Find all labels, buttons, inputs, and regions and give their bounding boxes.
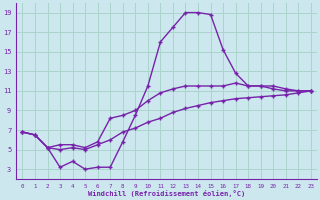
X-axis label: Windchill (Refroidissement éolien,°C): Windchill (Refroidissement éolien,°C) xyxy=(88,190,245,197)
